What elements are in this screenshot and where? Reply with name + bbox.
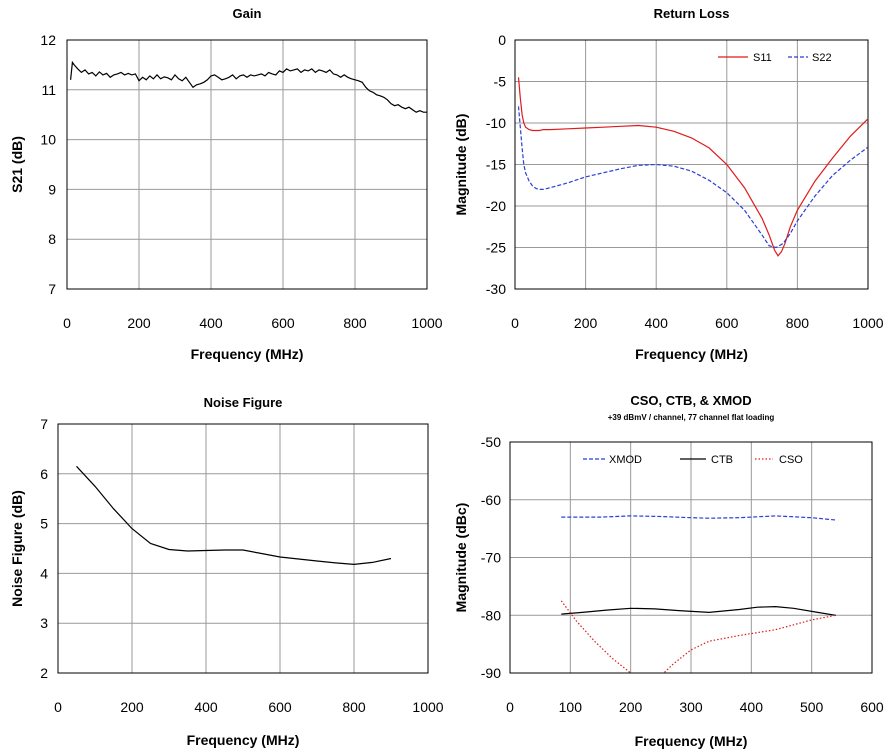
x-axis-title: Frequency (MHz)	[187, 732, 300, 748]
y-tick-label: 12	[40, 32, 56, 48]
legend-label-xmod: XMOD	[609, 454, 642, 466]
series-line-cso	[560, 600, 836, 673]
y-tick-label: -25	[486, 240, 506, 256]
x-tick-label: 400	[199, 315, 223, 331]
x-axis-title: Frequency (MHz)	[191, 346, 304, 362]
legend-label-cso: CSO	[779, 454, 803, 466]
y-axis-title: Magnitude (dBc)	[453, 503, 469, 613]
gain-chart: Gain 0 200 400 600 800 1000 7 8 9 10 11 12 Frequency …	[9, 6, 443, 362]
x-tick-label: 800	[343, 315, 367, 331]
x-tick-label: 0	[506, 699, 514, 715]
series-line-1	[70, 60, 427, 113]
series-line-1	[76, 465, 392, 566]
x-tick-label: 400	[645, 315, 669, 331]
chart-subtitle: +39 dBmV / channel, 77 channel flat load…	[608, 413, 775, 422]
plot-area	[509, 441, 873, 674]
y-tick-label: 0	[498, 32, 506, 48]
x-tick-label: 800	[342, 699, 366, 715]
chart-title: Return Loss	[654, 6, 730, 21]
y-tick-label: -20	[486, 198, 506, 214]
return-loss-chart: Return Loss 0 200 400 600 800 1000 -30 -25 -20 -15…	[453, 6, 884, 362]
noise-figure-chart: Noise Figure 0 200 400 600 800 1000 2 3 4 5 6 7 Frequ…	[9, 395, 444, 748]
plot-area	[514, 39, 869, 290]
y-tick-label: -90	[481, 665, 501, 681]
series-line-xmod	[561, 515, 836, 521]
y-tick-label: -60	[481, 492, 501, 508]
y-tick-label: 9	[48, 181, 56, 197]
legend-label-s11: S11	[753, 52, 772, 64]
x-tick-label: 600	[860, 699, 884, 715]
x-tick-label: 200	[619, 699, 643, 715]
y-tick-label: 4	[40, 565, 48, 581]
y-tick-label: 8	[48, 231, 56, 247]
cso-ctb-xmod-chart: CSO, CTB, & XMOD +39 dBmV / channel, 77 c…	[453, 393, 884, 749]
x-tick-label: 300	[679, 699, 703, 715]
y-tick-label: -5	[494, 74, 507, 90]
y-tick-label: 7	[40, 416, 48, 432]
x-axis-title: Frequency (MHz)	[635, 733, 748, 749]
chart-title: Gain	[233, 6, 262, 21]
y-tick-label: 3	[40, 615, 48, 631]
y-tick-label: 6	[40, 466, 48, 482]
x-tick-label: 1000	[411, 315, 442, 331]
legend-label-ctb: CTB	[711, 454, 733, 466]
x-tick-label: 600	[715, 315, 739, 331]
series-line-ctb	[561, 605, 836, 616]
y-tick-label: 2	[40, 665, 48, 681]
y-tick-label: 5	[40, 516, 48, 532]
y-axis-title: Noise Figure (dB)	[9, 490, 25, 607]
x-tick-label: 200	[574, 315, 598, 331]
legend: XMOD CTB CSO	[583, 454, 803, 466]
series-line-s22	[517, 106, 868, 249]
x-tick-label: 400	[740, 699, 764, 715]
x-tick-label: 0	[511, 315, 519, 331]
x-tick-label: 800	[786, 315, 810, 331]
x-tick-label: 600	[271, 315, 295, 331]
y-tick-label: -15	[486, 157, 506, 173]
plot-area	[66, 39, 428, 290]
chart-title: CSO, CTB, & XMOD	[630, 393, 751, 408]
y-tick-label: 11	[41, 82, 56, 98]
x-tick-label: 200	[120, 699, 144, 715]
x-tick-label: 0	[63, 315, 71, 331]
y-tick-label: -70	[481, 550, 501, 566]
x-tick-label: 500	[800, 699, 824, 715]
plot-area	[57, 423, 429, 674]
x-tick-label: 400	[194, 699, 218, 715]
x-tick-label: 1000	[412, 699, 443, 715]
x-tick-label: 600	[268, 699, 292, 715]
y-axis-title: Magnitude (dB)	[453, 114, 469, 216]
y-tick-label: 10	[40, 132, 56, 148]
y-axis-title: S21 (dB)	[9, 136, 25, 193]
x-tick-label: 200	[127, 315, 151, 331]
x-tick-label: 100	[559, 699, 583, 715]
y-tick-label: -10	[486, 115, 506, 131]
legend: S11 S22	[718, 52, 832, 64]
y-tick-label: 7	[48, 281, 56, 297]
x-axis-title: Frequency (MHz)	[635, 346, 748, 362]
y-tick-label: -80	[481, 607, 501, 623]
y-tick-label: -50	[481, 434, 501, 450]
x-tick-label: 1000	[852, 315, 883, 331]
chart-title: Noise Figure	[204, 395, 283, 410]
series-line-s11	[517, 77, 868, 257]
x-tick-label: 0	[54, 699, 62, 715]
y-tick-label: -30	[486, 281, 506, 297]
legend-label-s22: S22	[812, 52, 832, 64]
